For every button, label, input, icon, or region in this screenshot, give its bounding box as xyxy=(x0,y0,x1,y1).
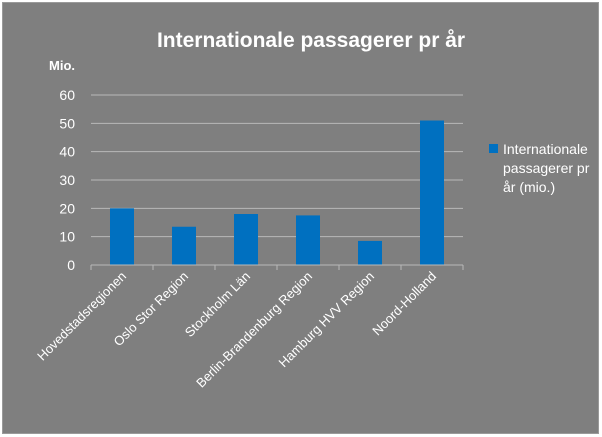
chart-title: Internationale passagerer pr år xyxy=(157,29,465,52)
x-category-label: Stockholm Län xyxy=(182,269,253,340)
bar xyxy=(172,226,196,265)
bar xyxy=(420,120,444,265)
x-category-label: Berlin-Brandenburg Region xyxy=(193,269,315,391)
x-category-label: Hovedstadsregionen xyxy=(34,269,129,364)
y-tick-label: 0 xyxy=(67,257,75,273)
legend-label-line: år (mio.) xyxy=(503,179,555,195)
bar xyxy=(296,215,320,265)
y-tick-label: 50 xyxy=(59,115,75,131)
legend-label: Internationale passagerer pr år (mio.) xyxy=(503,141,590,195)
bar xyxy=(234,214,258,265)
y-axis-unit-label: Mio. xyxy=(49,58,75,73)
y-tick-label: 20 xyxy=(59,200,75,216)
x-category-label: Noord-Holland xyxy=(369,269,439,339)
y-tick-label: 10 xyxy=(59,229,75,245)
legend-swatch xyxy=(489,144,498,153)
legend-label-line: Internationale xyxy=(503,141,588,157)
bars xyxy=(110,120,444,265)
gridlines xyxy=(91,94,463,238)
y-tick-label: 30 xyxy=(59,172,75,188)
y-axis-tick-labels: 0 10 20 30 40 50 60 xyxy=(59,87,75,273)
legend: Internationale passagerer pr år (mio.) xyxy=(489,141,590,195)
y-tick-label: 60 xyxy=(59,87,75,103)
legend-label-line: passagerer pr xyxy=(503,160,590,176)
bar xyxy=(358,240,382,265)
x-axis xyxy=(90,264,464,270)
bar-chart: Internationale passagerer pr år Mio. 0 10… xyxy=(34,29,590,391)
y-tick-label: 40 xyxy=(59,144,75,160)
bar xyxy=(110,208,134,265)
